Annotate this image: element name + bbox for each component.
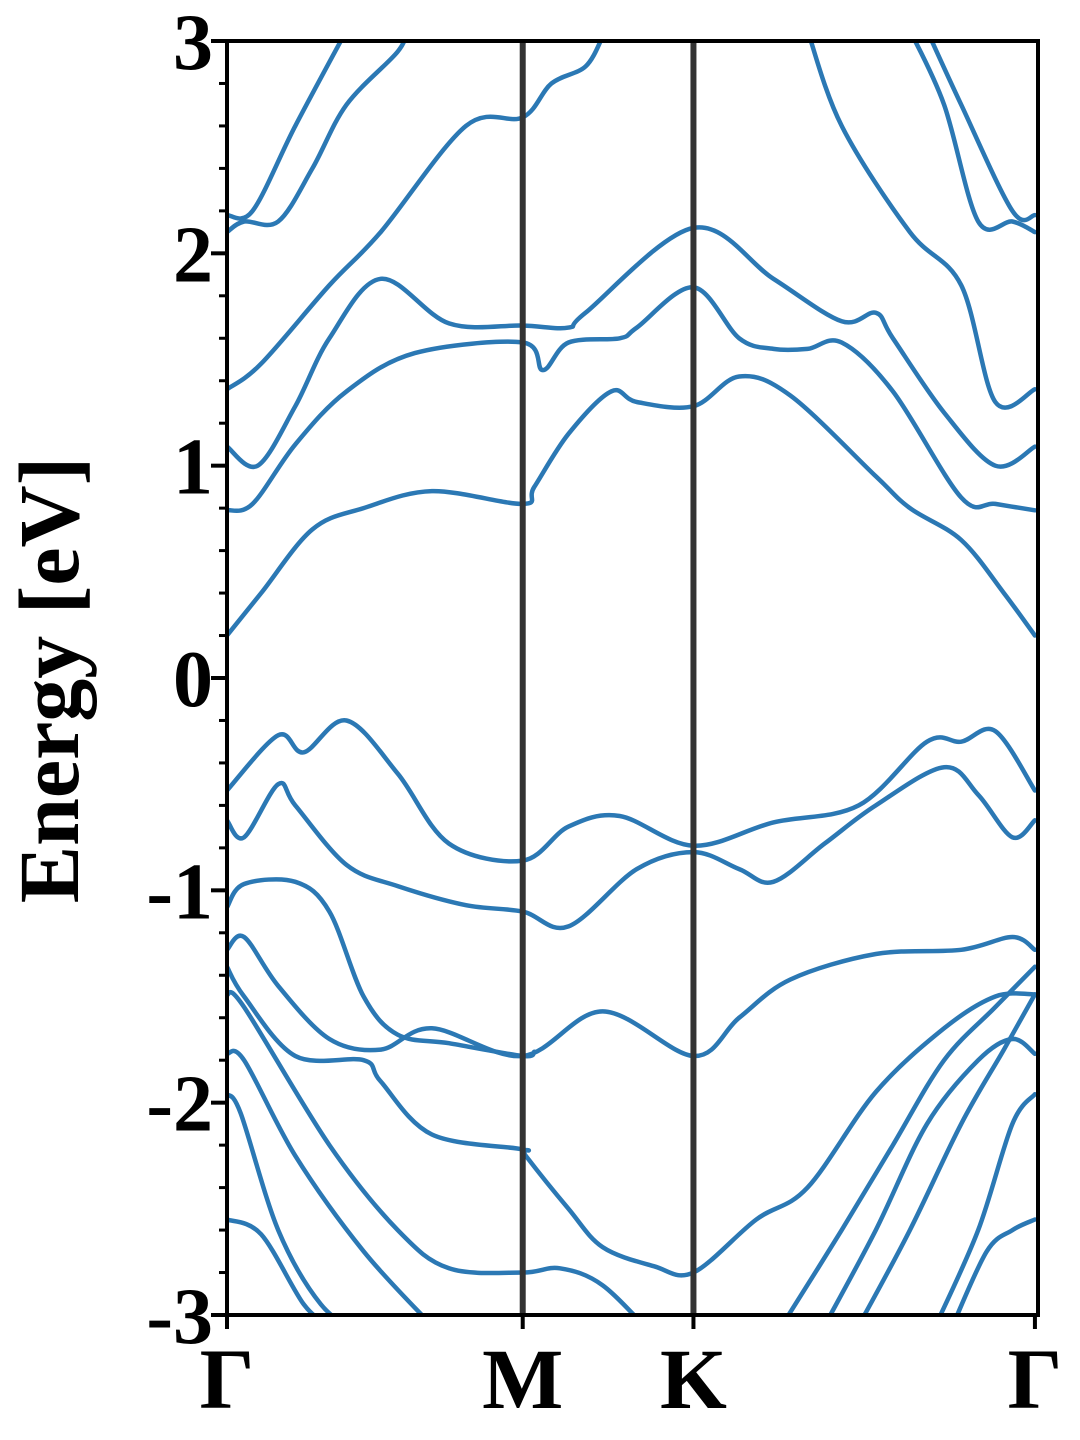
band-line-3: [227, 1048, 425, 1315]
y-tick-label: 2: [173, 211, 213, 299]
band-line-14: [227, 41, 407, 235]
band-line-11: [227, 285, 1038, 514]
y-axis-ticks: -3 -2 -1 0 1 2 3: [146, 0, 227, 1361]
y-tick-label: -1: [146, 848, 213, 936]
y-tick-label: 3: [173, 0, 213, 87]
band-line-2: [227, 1091, 335, 1315]
band-line-15: [227, 41, 344, 221]
band-line-13: [227, 41, 604, 392]
y-tick-label: -2: [146, 1061, 213, 1149]
x-tick-label: Γ: [1008, 1331, 1063, 1427]
band-line-7: [227, 877, 537, 1059]
band-line-4: [227, 989, 638, 1315]
plot-frame: [225, 39, 1040, 1317]
high-symmetry-lines: [519, 41, 697, 1315]
y-tick-label: 0: [173, 636, 213, 724]
y-tick-label: -3: [146, 1273, 213, 1361]
x-tick-label: M: [482, 1331, 563, 1427]
band-line-12: [227, 225, 1038, 470]
band-line-6: [227, 933, 1038, 1059]
band-line-8: [227, 764, 1038, 931]
y-tick-label: 1: [173, 424, 213, 512]
band-line-5: [227, 964, 1038, 1278]
band-line-10: [227, 373, 1038, 638]
x-tick-label: Γ: [200, 1331, 255, 1427]
band-line-9: [227, 718, 1038, 864]
band-line-16: [808, 41, 1038, 410]
band-lines: [227, 41, 1038, 1315]
band-line-18: [929, 41, 1038, 223]
band-line-19: [785, 964, 1038, 1315]
band-line-22: [938, 1091, 1038, 1315]
y-axis-title: Energy [eV]: [1, 457, 97, 904]
band-line-23: [954, 1217, 1038, 1315]
band-line-1: [227, 1217, 318, 1315]
x-tick-label: K: [660, 1331, 727, 1427]
band-line-21: [861, 992, 1038, 1315]
band-line-17: [912, 41, 1038, 235]
